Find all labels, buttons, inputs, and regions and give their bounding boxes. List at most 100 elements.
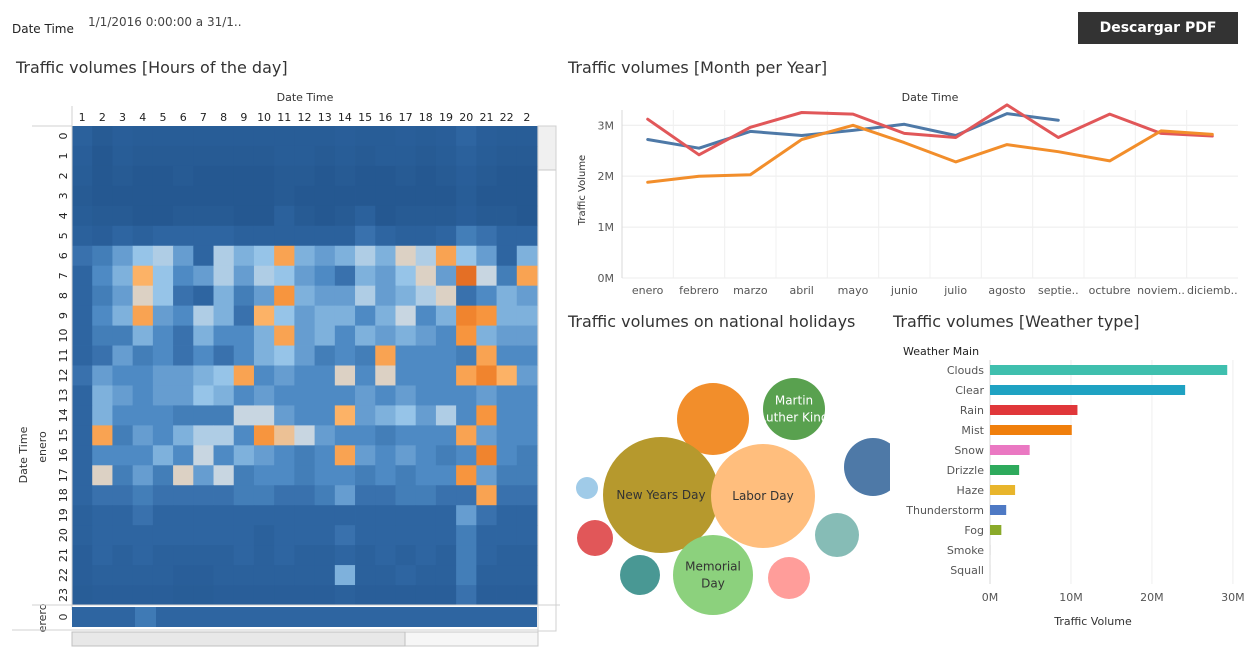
heatmap-cell	[132, 485, 154, 506]
heatmap-cell	[112, 505, 134, 526]
heatmap-cell	[294, 165, 316, 187]
heatmap-cell	[274, 505, 295, 526]
line-x-tick-label: enero	[632, 284, 664, 297]
heatmap-cell	[193, 225, 214, 247]
heatmap-cell	[152, 305, 174, 326]
heatmap-cell	[355, 285, 376, 307]
heatmap-cell	[476, 265, 497, 287]
heatmap-cell	[435, 225, 457, 247]
date-filter-value[interactable]: 1/1/2016 0:00:00 a 31/1..	[88, 15, 242, 29]
heatmap-cell	[193, 165, 214, 187]
heatmap-cell	[496, 545, 518, 566]
vertical-scrollbar-track[interactable]	[537, 125, 557, 632]
heatmap-cell	[233, 545, 255, 566]
heatmap-cell	[152, 565, 174, 586]
heatmap-cell	[415, 165, 437, 187]
heatmap-cell	[92, 285, 113, 307]
horizontal-scrollbar-thumb[interactable]	[71, 631, 406, 647]
heatmap-cell	[193, 245, 214, 267]
heatmap-cell	[415, 325, 437, 346]
heatmap-row-label: 6	[57, 252, 70, 259]
heatmap-cell	[456, 445, 477, 466]
vertical-scrollbar-thumb[interactable]	[537, 125, 557, 171]
heatmap-cell	[355, 445, 376, 466]
heatmap-cell	[294, 565, 316, 586]
heatmap-cell	[516, 205, 538, 227]
heatmap-cell	[496, 145, 518, 167]
heatmap-cell	[112, 365, 134, 386]
holiday-bubble	[577, 520, 613, 556]
heatmap-cell	[193, 405, 214, 426]
bubble-chart: Martin Luther King New Years Day Labor Day M…	[576, 378, 890, 615]
heatmap-cell	[395, 225, 417, 247]
holiday-bubble-label: Labor Day	[732, 489, 793, 503]
heatmap-cell	[435, 585, 457, 606]
heatmap-cell	[334, 545, 356, 566]
heatmap-cell	[233, 265, 255, 287]
heatmap-cell	[435, 385, 457, 406]
heatmap-cell	[314, 505, 336, 526]
heatmap-cell	[476, 545, 497, 566]
heatmap-cell	[152, 126, 174, 147]
heatmap-cell	[355, 505, 376, 526]
weather-category-label: Thunderstorm	[905, 504, 984, 517]
heatmap-cell	[415, 345, 437, 366]
heatmap-cell	[395, 425, 417, 446]
heatmap-cell	[253, 385, 275, 406]
heatmap-cell	[435, 165, 457, 187]
download-pdf-button[interactable]: Descargar PDF	[1078, 12, 1238, 44]
heatmap-cell	[233, 485, 255, 506]
heatmap-cell	[334, 585, 356, 606]
heatmap-column-label: 20	[459, 111, 473, 124]
heatmap-cell	[92, 325, 113, 346]
heatmap-cell	[435, 445, 457, 466]
heatmap-cell	[476, 525, 497, 546]
heatmap-cell	[193, 565, 214, 586]
heatmap-cell	[132, 165, 154, 187]
heatmap-cell	[375, 585, 396, 606]
heatmap-cell	[355, 425, 376, 446]
heatmap-cell	[72, 405, 93, 426]
heatmap-row-label: 3	[57, 192, 70, 199]
heatmap-cell	[456, 126, 477, 147]
heatmap-cell	[395, 265, 417, 287]
heatmap-cell	[334, 126, 356, 147]
heatmap-cell	[72, 265, 93, 287]
heatmap-cell	[152, 285, 174, 307]
heatmap-cell	[274, 485, 295, 506]
heatmap-cell	[415, 126, 437, 147]
holiday-bubble-label: Martin Luther King	[760, 394, 829, 425]
heatmap-cell	[435, 365, 457, 386]
heatmap-cell	[496, 305, 518, 326]
heatmap-cell	[253, 485, 275, 506]
heatmap-cell	[173, 565, 194, 586]
heatmap-cell	[516, 365, 538, 386]
heatmap-next-group-label: erero	[36, 603, 49, 632]
heatmap-cell	[253, 325, 275, 346]
heatmap-cell	[476, 325, 497, 346]
heatmap-column-label: 6	[180, 111, 187, 124]
heatmap-cell	[516, 185, 538, 207]
heatmap-cell	[334, 265, 356, 287]
heatmap-cell	[253, 285, 275, 307]
heatmap-cell	[314, 445, 336, 466]
heatmap-cell	[456, 165, 477, 187]
heatmap-cell	[213, 345, 235, 366]
weather-category-header: Weather Main	[903, 345, 979, 358]
heatmap-cell	[334, 285, 356, 307]
heatmap-cell	[152, 545, 174, 566]
line-x-tick-label: noviem..	[1137, 284, 1185, 297]
heatmap-cell	[274, 205, 295, 227]
heatmap-cell	[92, 365, 113, 386]
heatmap-column-label: 17	[399, 111, 413, 124]
heatmap-cell	[173, 585, 194, 606]
heatmap-cell	[314, 305, 336, 326]
heatmap-cell	[375, 525, 396, 546]
heatmap-cell	[193, 126, 214, 147]
heatmap-cell	[72, 545, 93, 566]
heatmap-cell	[294, 245, 316, 267]
heatmap-column-label: 5	[159, 111, 166, 124]
heatmap-cell	[193, 445, 214, 466]
heatmap-cell	[355, 585, 376, 606]
heatmap-cell	[132, 505, 154, 526]
